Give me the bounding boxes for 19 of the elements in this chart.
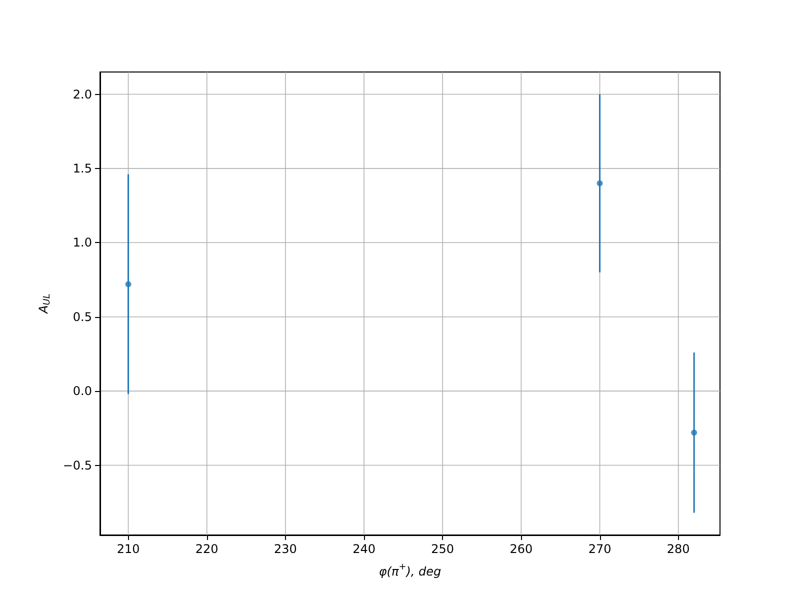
x-tick-label: 270 (588, 542, 612, 556)
x-tick-label: 280 (666, 542, 690, 556)
y-tick-label: 2.0 (72, 87, 92, 102)
y-tick-label: 0.0 (72, 384, 92, 398)
y-tick-label: 0.5 (72, 310, 92, 324)
point (691, 430, 698, 436)
x-tick-label: 210 (116, 542, 140, 556)
x-tick-label: 220 (195, 542, 218, 556)
point (596, 180, 603, 186)
x-tick-label: 260 (510, 542, 533, 556)
y-tick-label: 1.0 (72, 236, 92, 250)
x-tick-label: 240 (352, 542, 376, 556)
point (125, 281, 132, 288)
y-axis-title: AUL (36, 294, 52, 314)
x-tick-label: 230 (274, 542, 297, 556)
y-tick-label: −0.5 (62, 458, 92, 472)
x-tick-label: 250 (431, 542, 454, 556)
x-axis-title: φ(π+), deg (378, 562, 442, 578)
y-tick-label: 1.5 (72, 161, 92, 176)
